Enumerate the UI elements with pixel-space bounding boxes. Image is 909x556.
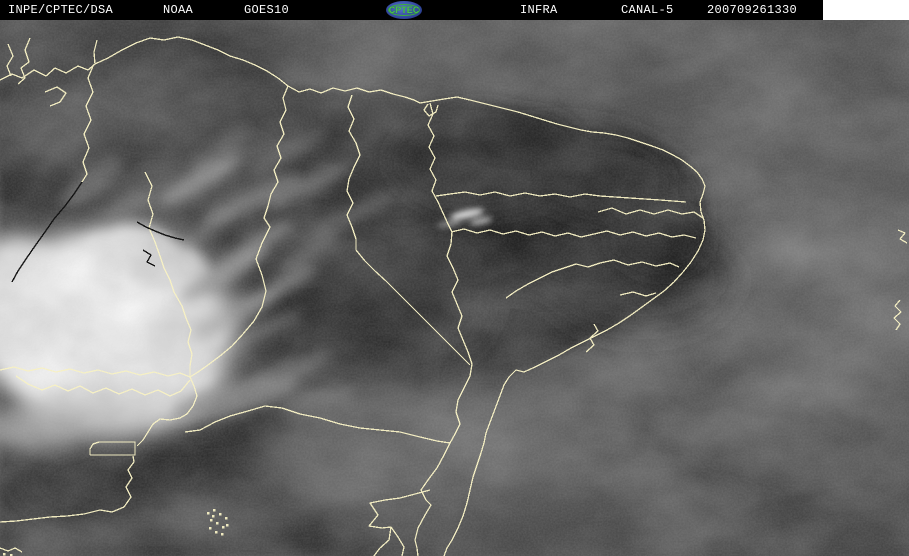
east-coastline	[443, 239, 704, 556]
channel-label: CANAL-5	[621, 3, 674, 17]
rectangle-border	[89, 441, 136, 456]
info-banner: INPE/CPTEC/DSA NOAA GOES10 CPTEC INFRA C…	[0, 0, 909, 20]
border-dots-cluster	[3, 509, 229, 556]
band-label: INFRA	[520, 3, 558, 17]
state-borders	[0, 36, 908, 556]
cptec-logo-ring	[388, 4, 420, 16]
state-borders-over-cloud	[11, 181, 185, 283]
timestamp-label: 200709261330	[707, 3, 798, 17]
cptec-logo-text: CPTEC	[388, 5, 420, 15]
network-label: NOAA	[163, 3, 194, 17]
banner-corner-box	[823, 0, 909, 20]
north-coastline	[94, 36, 706, 241]
satellite-label: GOES10	[244, 3, 290, 17]
agency-label: INPE/CPTEC/DSA	[8, 3, 114, 17]
cptec-logo: CPTEC	[386, 1, 422, 19]
